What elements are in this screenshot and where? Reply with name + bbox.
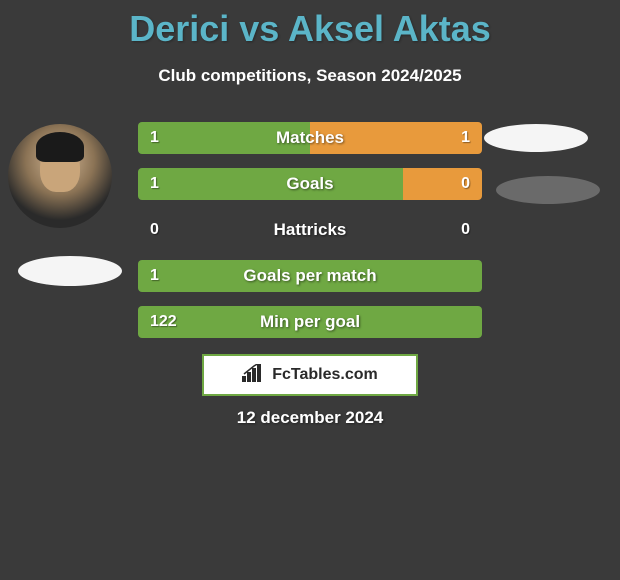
logo-box: FcTables.com bbox=[202, 354, 418, 396]
subtitle: Club competitions, Season 2024/2025 bbox=[0, 66, 620, 86]
stat-label: Matches bbox=[138, 122, 482, 154]
page-title: Derici vs Aksel Aktas bbox=[0, 0, 620, 50]
date-label: 12 december 2024 bbox=[0, 408, 620, 428]
player-right-badge-2 bbox=[496, 176, 600, 204]
stat-right-value: 0 bbox=[461, 214, 470, 246]
stat-label: Goals per match bbox=[138, 260, 482, 292]
stat-label: Min per goal bbox=[138, 306, 482, 338]
stat-label: Hattricks bbox=[138, 214, 482, 246]
stat-label: Goals bbox=[138, 168, 482, 200]
stat-row: 1 Matches 1 bbox=[138, 122, 482, 154]
stat-row: 122 Min per goal bbox=[138, 306, 482, 338]
player-right-badge-1 bbox=[484, 124, 588, 152]
logo-text: FcTables.com bbox=[272, 366, 378, 384]
stat-right-value: 1 bbox=[461, 122, 470, 154]
stat-right-value: 0 bbox=[461, 168, 470, 200]
chart-icon bbox=[242, 364, 264, 387]
stat-row: 0 Hattricks 0 bbox=[138, 214, 482, 246]
stat-row: 1 Goals per match bbox=[138, 260, 482, 292]
stats-container: 1 Matches 1 1 Goals 0 0 Hattricks 0 1 Go… bbox=[138, 122, 482, 352]
stat-row: 1 Goals 0 bbox=[138, 168, 482, 200]
player-left-avatar bbox=[8, 124, 112, 228]
player-left-badge bbox=[18, 256, 122, 286]
